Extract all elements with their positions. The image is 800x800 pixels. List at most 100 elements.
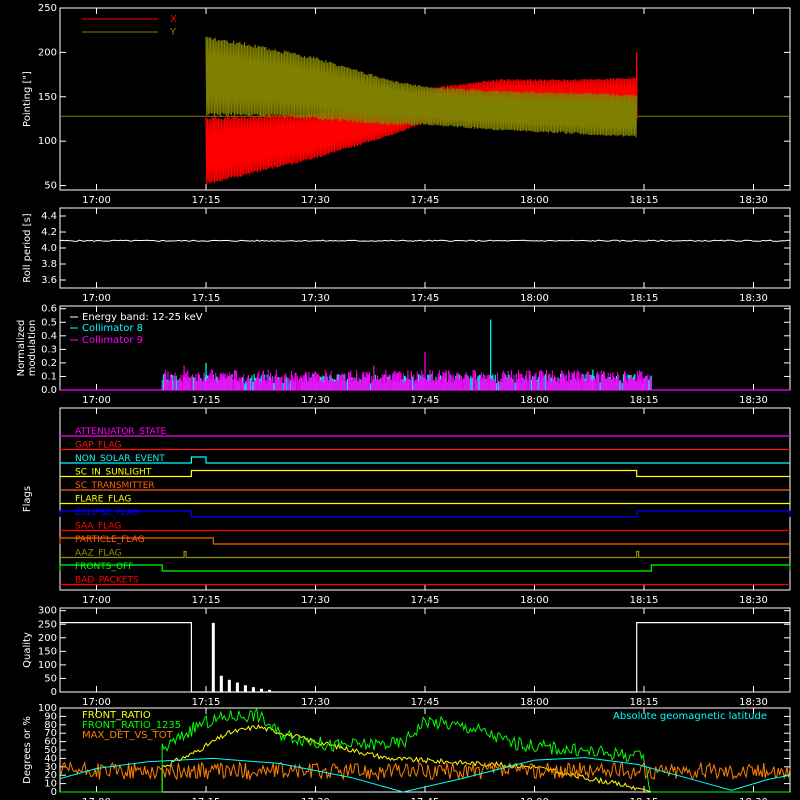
x-tick-label: 17:00	[82, 797, 111, 800]
flag-label: ECLIPSE_FLAG	[75, 508, 139, 518]
quality-spike	[219, 675, 223, 692]
panel-frame-1	[59, 207, 791, 289]
y-tick-label: 10	[44, 779, 57, 790]
ratio-series-2	[59, 760, 791, 781]
x-tick-label: 18:00	[520, 797, 549, 800]
y-tick-label: 0.2	[41, 358, 57, 369]
x-tick-label: 17:45	[411, 293, 440, 304]
quality-spike	[227, 679, 231, 692]
y-tick-label: 0	[51, 687, 57, 698]
y-tick-label: 150	[38, 92, 57, 103]
x-tick-label: 18:00	[520, 293, 549, 304]
y-tick-label: 90	[44, 711, 57, 722]
flag-line-aaz-flag	[60, 550, 790, 559]
x-tick-label: 17:15	[192, 697, 221, 708]
y-tick-label: 3.8	[41, 259, 57, 270]
x-tick-label: 18:15	[630, 293, 659, 304]
x-tick-label: 18:00	[520, 595, 549, 606]
flag-label: AAZ_FLAG	[75, 549, 122, 559]
quality-spike	[243, 685, 247, 692]
legend-label-ratio: FRONT_RATIO_1235	[82, 720, 181, 731]
x-tick-label: 17:15	[192, 797, 221, 800]
y-tick-label: 0	[51, 787, 57, 798]
flag-label: SAA_FLAG	[75, 522, 121, 532]
y-tick-label: 3.6	[41, 275, 57, 286]
legend-label-y: Y	[169, 27, 177, 38]
y-axis-label: Flags	[22, 486, 33, 512]
y-tick-label: 200	[38, 47, 57, 58]
y-tick-label: 70	[44, 728, 57, 739]
x-tick-label: 17:00	[82, 195, 111, 206]
x-tick-label: 18:15	[630, 195, 659, 206]
x-tick-label: 17:45	[411, 395, 440, 406]
legend-label-ratio: MAX_DET_VS_TOT	[82, 730, 174, 741]
y-tick-label: 0.5	[41, 317, 57, 328]
x-tick-label: 17:00	[82, 395, 111, 406]
x-tick-label: 17:45	[411, 797, 440, 800]
flag-label: PARTICLE_FLAG	[75, 535, 145, 545]
y-tick-label: 250	[38, 3, 57, 14]
x-tick-label: 18:30	[739, 293, 768, 304]
legend-label-collimator: Collimator 8	[82, 323, 143, 334]
x-tick-label: 17:15	[192, 195, 221, 206]
x-tick-label: 18:15	[630, 797, 659, 800]
x-tick-label: 17:30	[301, 797, 330, 800]
x-tick-label: 17:00	[82, 697, 111, 708]
y-tick-label: 0.0	[41, 385, 57, 396]
quality-line	[60, 622, 790, 693]
y-axis-label: Quality	[22, 632, 33, 668]
flag-label: SC_IN_SUNLIGHT	[75, 468, 152, 478]
y-tick-label: 50	[44, 181, 57, 192]
y-tick-label: 100	[38, 136, 57, 147]
x-tick-label: 17:15	[192, 395, 221, 406]
x-tick-label: 18:15	[630, 395, 659, 406]
quality-spike	[211, 622, 215, 692]
x-tick-label: 17:30	[301, 293, 330, 304]
flag-line-particle-flag	[59, 537, 790, 545]
y-tick-label: 50	[44, 673, 57, 684]
flag-label: ATTENUATOR_STATE	[75, 427, 167, 437]
y-tick-label: 4.2	[41, 227, 57, 238]
legend-label-x: X	[170, 14, 177, 25]
y-tick-label: 30	[44, 762, 57, 773]
quality-spike	[268, 689, 272, 692]
x-tick-label: 17:00	[82, 595, 111, 606]
y-tick-label: 0.6	[41, 304, 57, 315]
panel-frame-4	[59, 607, 791, 693]
modulation-bars-1	[161, 369, 652, 390]
flag-label: FRONTS_OFF	[75, 562, 133, 572]
pointing-series-y	[205, 36, 638, 138]
y-axis-label: Degrees or %	[22, 716, 33, 784]
quality-spike	[235, 682, 239, 692]
panel-frame-3	[59, 407, 791, 591]
x-tick-label: 17:00	[82, 293, 111, 304]
quality-spike	[259, 688, 263, 692]
y-tick-label: 100	[38, 703, 57, 714]
x-tick-label: 17:30	[301, 697, 330, 708]
x-tick-label: 18:15	[630, 697, 659, 708]
flag-line-fronts-off	[59, 564, 791, 572]
x-tick-label: 17:15	[192, 293, 221, 304]
x-tick-label: 17:45	[411, 195, 440, 206]
y-tick-label: 150	[38, 646, 57, 657]
x-tick-label: 17:45	[411, 697, 440, 708]
roll-period-line	[59, 239, 791, 242]
y-tick-label: 40	[44, 753, 57, 764]
x-tick-label: 18:15	[630, 595, 659, 606]
x-tick-label: 17:30	[301, 195, 330, 206]
flag-label: GAP_FLAG	[75, 441, 121, 451]
x-tick-label: 17:30	[301, 395, 330, 406]
flag-line-non-solar-event	[60, 456, 790, 464]
y-tick-label: 250	[38, 619, 57, 630]
energy-band-label: Energy band: 12-25 keV	[82, 312, 203, 323]
flag-line-sc-in-sunlight	[60, 469, 790, 478]
x-tick-label: 18:30	[739, 595, 768, 606]
y-axis-label: Pointing ["]	[22, 71, 33, 127]
x-tick-label: 18:30	[739, 395, 768, 406]
y-tick-label: 100	[38, 660, 57, 671]
y-tick-label: 80	[44, 720, 57, 731]
x-tick-label: 18:00	[520, 195, 549, 206]
legend-label-ratio: FRONT_RATIO	[82, 710, 151, 721]
legend-label-collimator: Collimator 9	[82, 335, 143, 346]
